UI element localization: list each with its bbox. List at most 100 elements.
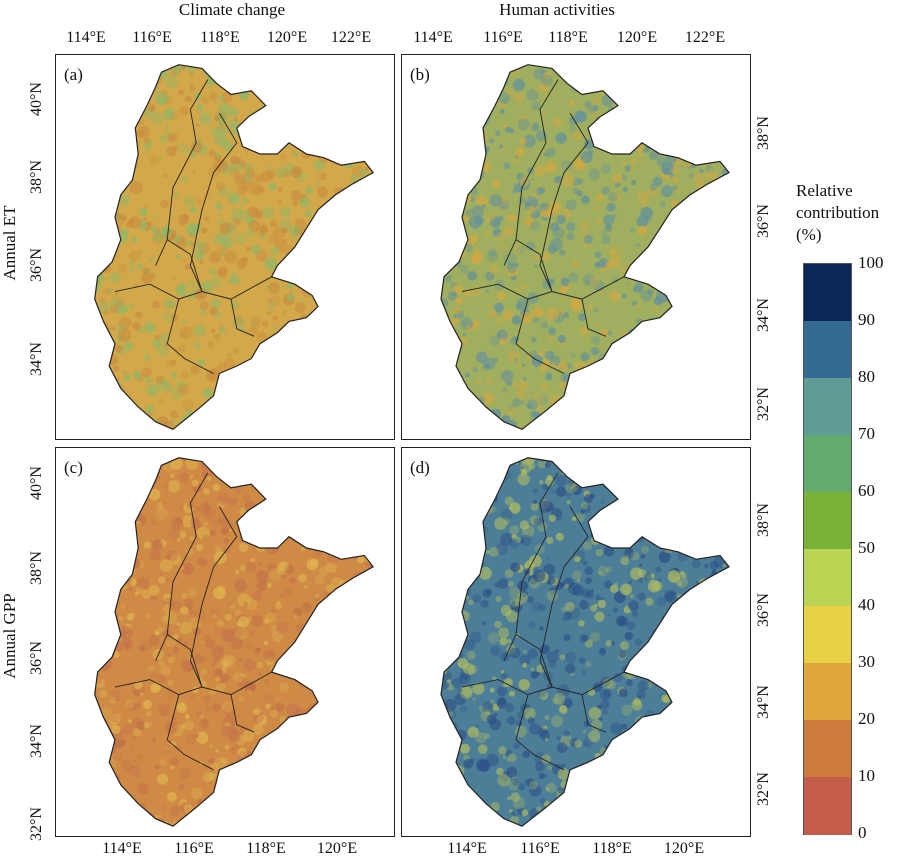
tick-left-bottom-36n: 36°N xyxy=(28,641,45,675)
tick-top-right-120e: 120°E xyxy=(616,29,658,46)
map-panel-a: (a) xyxy=(55,54,395,440)
colorbar-label: 60 xyxy=(858,481,875,500)
tick-top-left-122e: 122°E xyxy=(330,29,372,46)
legend-title-line-1: Relative xyxy=(796,181,853,200)
province-border xyxy=(503,79,559,266)
row-title-annual-et: Annual ET xyxy=(0,205,19,281)
colorbar-segment xyxy=(804,663,851,721)
map-panel-c: (c) xyxy=(55,447,395,837)
legend-title: Relative contribution (%) xyxy=(796,180,879,246)
colorbar-label: 90 xyxy=(858,310,875,329)
tick-bottom-left-116e: 116°E xyxy=(174,840,214,857)
province-border xyxy=(166,298,214,374)
tick-right-bottom-36n: 36°N xyxy=(755,593,772,627)
tick-left-top-36n: 36°N xyxy=(28,248,45,282)
province-border xyxy=(539,112,625,300)
province-border xyxy=(230,694,255,733)
panel-label-d: (d) xyxy=(410,458,430,477)
tick-right-top-34n: 34°N xyxy=(755,298,772,332)
region-fill xyxy=(441,457,729,827)
colorbar-label: 20 xyxy=(858,709,875,728)
tick-top-left-118e: 118°E xyxy=(200,29,240,46)
tick-right-top-36n: 36°N xyxy=(755,204,772,238)
tick-right-top-32n: 32°N xyxy=(755,387,772,421)
province-border xyxy=(461,283,553,300)
colorbar-label: 100 xyxy=(858,253,884,272)
province-border xyxy=(581,694,607,733)
colorbar-label: 70 xyxy=(858,424,875,443)
tick-top-left-120e: 120°E xyxy=(266,29,308,46)
tick-left-top-34n: 34°N xyxy=(28,342,45,376)
tick-bottom-right-118e: 118°E xyxy=(592,840,632,857)
map-d-svg xyxy=(440,457,730,827)
map-b-svg xyxy=(440,64,730,430)
colorbar-label: 30 xyxy=(858,652,875,671)
tick-bottom-right-114e: 114°E xyxy=(447,840,487,857)
province-border xyxy=(114,283,203,300)
province-border xyxy=(166,239,203,292)
colorbar-segment xyxy=(804,378,851,436)
colorbar-segment xyxy=(804,549,851,607)
tick-top-right-118e: 118°E xyxy=(548,29,588,46)
colorbar-label: 40 xyxy=(858,595,875,614)
map-a-svg xyxy=(94,64,375,430)
colorbar-label: 10 xyxy=(858,766,875,785)
tick-bottom-right-116e: 116°E xyxy=(520,840,560,857)
colorbar-label: 0 xyxy=(858,823,867,842)
province-border xyxy=(539,506,625,696)
tick-top-left-116e: 116°E xyxy=(132,29,172,46)
colorbar-segment xyxy=(804,777,851,835)
province-border xyxy=(155,472,209,661)
colorbar-segment xyxy=(804,492,851,550)
tick-left-bottom-34n: 34°N xyxy=(28,724,45,758)
region-outline xyxy=(94,64,375,430)
tick-top-right-116e: 116°E xyxy=(483,29,523,46)
tick-bottom-left-120e: 120°E xyxy=(316,840,358,857)
colorbar-segment xyxy=(804,720,851,778)
province-border xyxy=(155,79,209,266)
colorbar-segment xyxy=(804,606,851,664)
province-border xyxy=(503,472,559,661)
colorbar xyxy=(803,263,852,835)
province-border xyxy=(515,298,565,374)
panel-label-c: (c) xyxy=(64,458,83,477)
colorbar-segment xyxy=(804,264,851,322)
map-c-svg xyxy=(94,457,375,827)
panel-label-a: (a) xyxy=(64,65,83,84)
region-outline xyxy=(440,64,730,430)
colorbar-label: 80 xyxy=(858,367,875,386)
column-title-climate-change: Climate change xyxy=(178,0,286,19)
colorbar-segment xyxy=(804,435,851,493)
tick-left-bottom-40n: 40°N xyxy=(28,466,45,500)
tick-bottom-right-120e: 120°E xyxy=(663,840,705,857)
region-outline xyxy=(440,457,730,827)
tick-left-top-38n: 38°N xyxy=(28,160,45,194)
row-title-annual-gpp: Annual GPP xyxy=(0,593,19,679)
province-border xyxy=(166,694,214,771)
tick-left-bottom-32n: 32°N xyxy=(28,807,45,841)
province-border xyxy=(189,112,272,300)
province-border xyxy=(114,679,203,696)
map-panel-b: (b) xyxy=(401,54,751,440)
tick-left-bottom-38n: 38°N xyxy=(28,551,45,585)
province-border xyxy=(515,239,553,292)
tick-bottom-left-114e: 114°E xyxy=(102,840,142,857)
map-panel-d: (d) xyxy=(401,447,751,837)
tick-bottom-left-118e: 118°E xyxy=(246,840,286,857)
province-border xyxy=(515,694,565,771)
tick-right-bottom-32n: 32°N xyxy=(755,772,772,806)
province-border xyxy=(461,679,553,696)
tick-right-bottom-34n: 34°N xyxy=(755,685,772,719)
province-border xyxy=(166,634,203,688)
region-outline xyxy=(94,457,375,827)
colorbar-segment xyxy=(804,321,851,379)
tick-right-bottom-38n: 38°N xyxy=(755,503,772,537)
province-border xyxy=(230,299,255,337)
tick-top-right-114e: 114°E xyxy=(413,29,453,46)
panel-label-b: (b) xyxy=(410,65,430,84)
colorbar-label: 50 xyxy=(858,538,875,557)
tick-top-left-114e: 114°E xyxy=(66,29,106,46)
province-border xyxy=(515,634,553,688)
province-border xyxy=(189,506,272,696)
tick-left-top-40n: 40°N xyxy=(28,82,45,116)
